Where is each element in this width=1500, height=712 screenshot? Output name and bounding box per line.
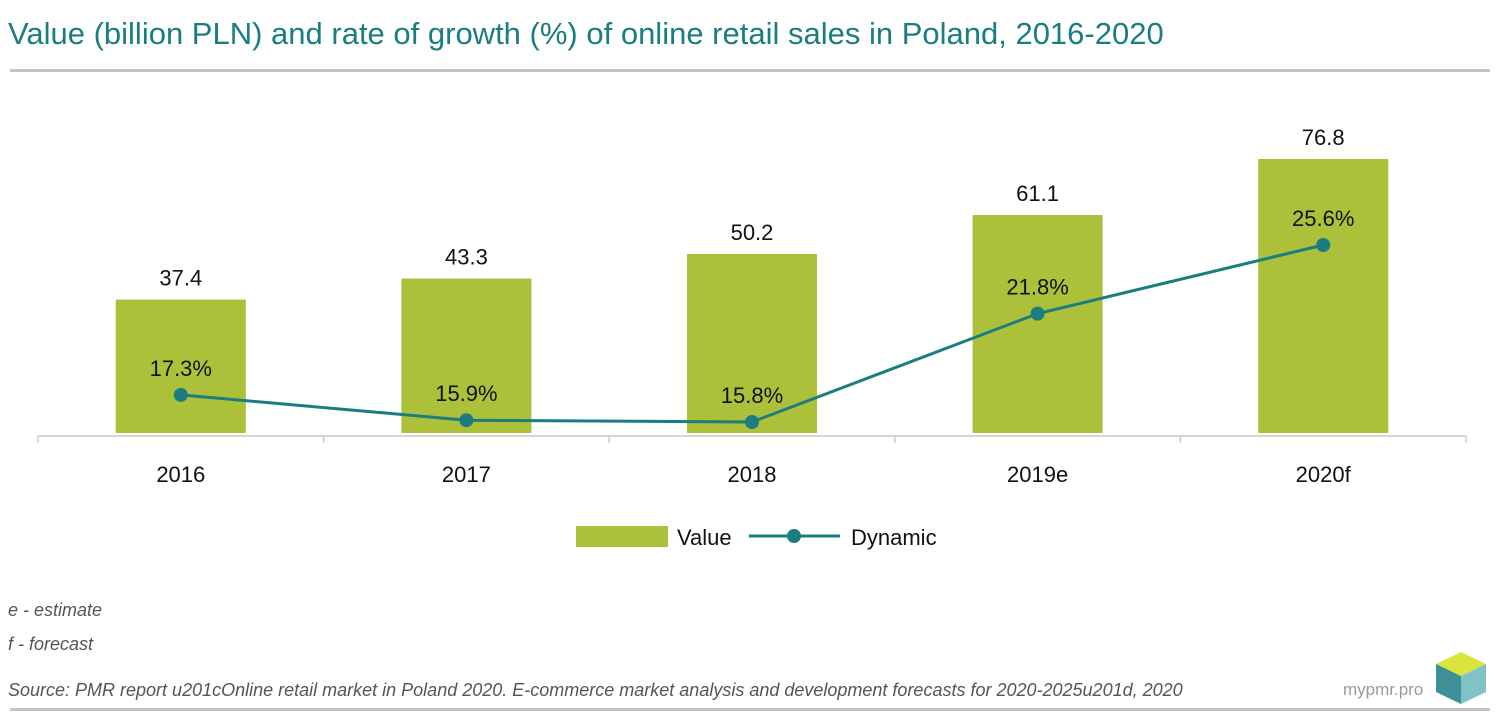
value-bar <box>401 278 532 433</box>
legend-dynamic-marker <box>787 529 801 543</box>
pmr-logo-icon <box>1436 652 1486 704</box>
dynamic-label: 17.3% <box>150 356 212 381</box>
dynamic-point <box>173 387 188 402</box>
legend-value-label: Value <box>677 525 732 550</box>
source-note: Source: PMR report u201cOnline retail ma… <box>8 680 1183 700</box>
category-label: 2018 <box>728 462 777 487</box>
dynamic-point <box>1030 306 1045 321</box>
category-labels: 2016 2017 2018 2019e 2020f <box>156 462 1351 487</box>
title-divider <box>10 69 1490 72</box>
value-labels: 37.4 43.3 50.2 61.1 76.8 <box>159 125 1344 291</box>
legend: Value Dynamic <box>576 525 937 550</box>
category-label: 2020f <box>1296 462 1352 487</box>
value-label: 37.4 <box>159 266 202 291</box>
dynamic-point <box>745 415 759 429</box>
legend-value-swatch <box>576 526 668 547</box>
chart-title: Value (billion PLN) and rate of growth (… <box>8 16 1164 51</box>
value-bar <box>687 253 817 433</box>
x-axis-ticks <box>37 436 1467 443</box>
category-label: 2016 <box>156 462 205 487</box>
legend-dynamic-label: Dynamic <box>851 525 937 550</box>
category-label: 2017 <box>442 462 491 487</box>
brand-text: mypmr.pro <box>1343 680 1424 699</box>
dynamic-point <box>459 413 474 428</box>
note-estimate: e - estimate <box>8 600 103 620</box>
dynamic-label: 15.9% <box>435 381 497 406</box>
value-bars <box>115 159 1389 433</box>
dynamic-point <box>1316 238 1331 252</box>
dynamic-label: 21.8% <box>1006 275 1068 300</box>
value-bar <box>1258 159 1389 433</box>
value-label: 43.3 <box>445 245 488 270</box>
value-bar <box>972 215 1103 433</box>
footer-divider <box>10 708 1490 711</box>
dynamic-line <box>173 238 1331 429</box>
value-label: 76.8 <box>1302 125 1345 150</box>
dynamic-label: 15.8% <box>721 383 783 408</box>
category-label: 2019e <box>1007 462 1068 487</box>
combo-chart: 37.4 43.3 50.2 61.1 76.8 17.3% 15.9% 15.8% 21.8… <box>37 125 1467 550</box>
dynamic-label: 25.6% <box>1292 206 1354 231</box>
dynamic-labels: 17.3% 15.9% 15.8% 21.8% 25.6% <box>150 206 1355 408</box>
note-forecast: f - forecast <box>8 634 94 654</box>
value-bar <box>115 299 246 433</box>
value-label: 50.2 <box>731 220 774 245</box>
value-label: 61.1 <box>1016 181 1059 206</box>
